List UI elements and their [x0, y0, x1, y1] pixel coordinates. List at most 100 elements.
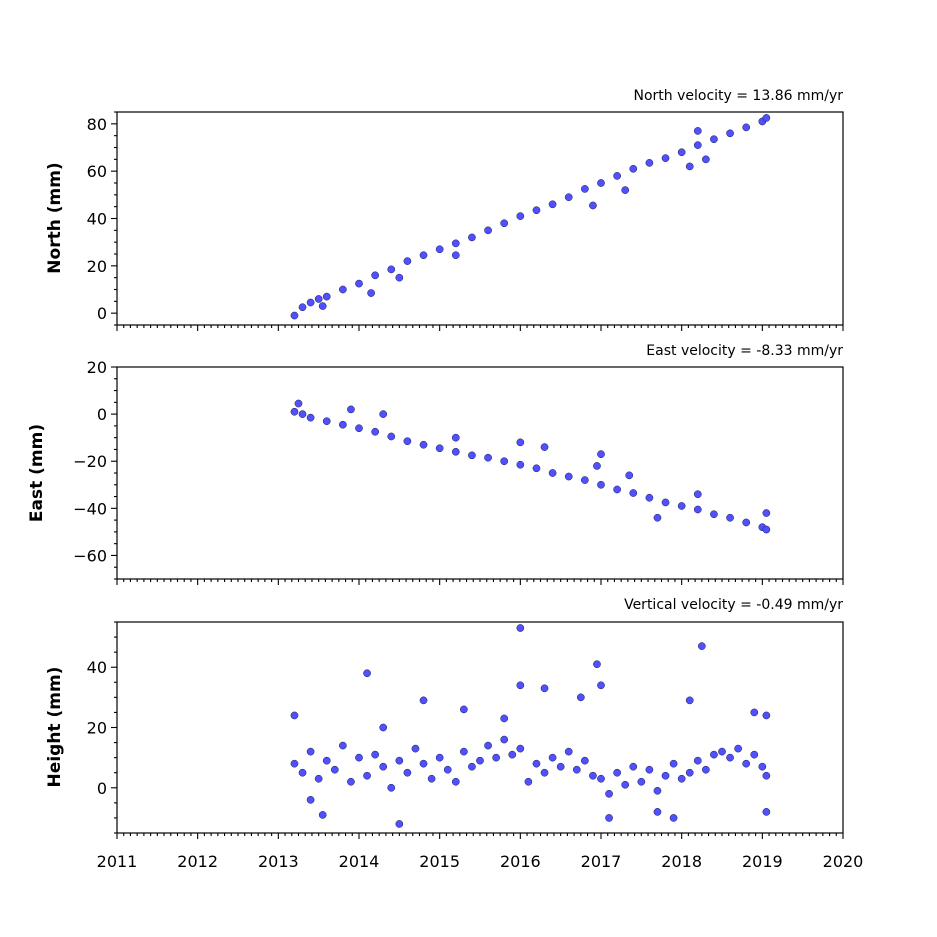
vertical-velocity-title: Vertical velocity = -0.49 mm/yr — [624, 597, 843, 613]
north-data-point — [435, 245, 444, 254]
height-y-tick-label: 40 — [87, 658, 107, 677]
height-data-point — [742, 759, 751, 768]
north-panel: North velocity = 13.86 mm/yr North (mm) … — [45, 88, 844, 331]
height-data-point — [762, 711, 771, 720]
east-data-point — [726, 513, 734, 522]
north-data-point — [339, 285, 347, 294]
east-panel: East velocity = -8.33 mm/yr East (mm) −6… — [27, 343, 844, 585]
height-data-point — [427, 774, 436, 783]
north-data-point — [298, 303, 307, 312]
height-data-point — [306, 747, 315, 756]
height-data-point — [508, 750, 517, 759]
height-data-point — [613, 768, 621, 777]
height-data-point — [395, 756, 404, 765]
east-data-point — [597, 480, 605, 489]
height-panel: Vertical velocity = -0.49 mm/yr Height (… — [45, 597, 863, 871]
height-data-point — [500, 735, 509, 744]
height-data-point — [419, 696, 428, 705]
east-data-point — [371, 427, 379, 436]
height-x-tick-label: 2017 — [581, 852, 622, 871]
east-data-point — [693, 505, 702, 514]
height-data-point — [379, 762, 388, 771]
height-x-tick-label: 2014 — [339, 852, 380, 871]
north-data-point — [322, 292, 331, 301]
height-x-tick-label: 2019 — [742, 852, 783, 871]
height-data-point — [669, 814, 678, 822]
east-plot-frame — [116, 366, 844, 580]
height-x-tick-label: 2018 — [661, 852, 702, 871]
north-data-point — [726, 129, 734, 138]
north-data-point — [621, 186, 630, 194]
height-data-point — [540, 768, 549, 777]
height-data-point — [330, 765, 339, 774]
east-data-point — [403, 437, 412, 446]
east-data-point — [677, 502, 686, 510]
height-data-point — [500, 714, 509, 723]
height-data-point — [314, 774, 323, 783]
east-data-point — [298, 410, 307, 418]
height-data-point — [403, 768, 412, 777]
height-data-point — [669, 759, 678, 768]
height-data-point — [718, 747, 726, 756]
height-data-point — [726, 753, 734, 762]
north-data-point — [387, 265, 396, 274]
east-data-point — [653, 513, 662, 522]
north-data-point — [645, 159, 654, 167]
north-data-point — [710, 135, 718, 144]
east-data-point — [597, 450, 605, 459]
height-data-point — [750, 708, 759, 717]
height-axis-ticks: 2011 2012 2013 2014 2015 2016 2017 2018 2019 2020… — [87, 621, 864, 871]
north-data-point — [742, 123, 751, 132]
north-data-point — [589, 201, 597, 210]
north-y-tick-label: 20 — [87, 257, 107, 276]
height-data-point — [564, 747, 573, 756]
north-data-point — [306, 298, 315, 307]
height-data-point — [484, 741, 492, 750]
height-data-point — [540, 684, 549, 693]
height-data-point — [762, 808, 771, 816]
height-x-tick-label: 2020 — [823, 852, 864, 871]
height-data-point — [597, 681, 605, 690]
height-x-tick-label: 2011 — [97, 852, 138, 871]
north-y-tick-label: 40 — [87, 210, 107, 229]
height-data-point — [363, 669, 371, 678]
east-data-point — [742, 518, 751, 527]
north-data-point — [677, 148, 686, 157]
north-data-point — [484, 226, 492, 235]
east-data-point — [468, 451, 476, 460]
north-data-point — [548, 200, 557, 209]
east-data-point — [347, 405, 355, 414]
east-data-points — [290, 399, 771, 534]
height-data-point — [581, 756, 589, 765]
north-velocity-title: North velocity = 13.86 mm/yr — [633, 88, 843, 104]
east-data-point — [379, 410, 388, 418]
height-data-point — [322, 756, 331, 765]
east-y-tick-label: 0 — [97, 405, 107, 424]
height-data-point — [476, 756, 484, 765]
east-data-point — [419, 440, 428, 449]
east-data-point — [625, 471, 634, 480]
height-data-point — [734, 744, 742, 753]
east-data-point — [294, 399, 303, 408]
height-data-point — [556, 762, 565, 771]
height-x-tick-label: 2012 — [177, 852, 218, 871]
height-data-point — [290, 759, 299, 768]
north-data-point — [661, 154, 670, 162]
east-y-axis-label: East (mm) — [27, 424, 47, 522]
north-data-point — [532, 206, 541, 215]
height-data-point — [387, 783, 396, 792]
north-data-point — [468, 233, 476, 242]
height-data-point — [460, 747, 468, 756]
north-data-point — [581, 185, 589, 193]
east-data-point — [710, 510, 718, 519]
height-data-point — [605, 814, 613, 822]
height-data-point — [363, 771, 371, 780]
east-data-point — [661, 498, 670, 507]
north-data-point — [451, 239, 460, 248]
north-data-point — [314, 295, 323, 303]
height-data-point — [419, 759, 428, 768]
height-y-axis-label: Height (mm) — [45, 667, 65, 788]
height-data-point — [306, 795, 315, 804]
north-data-point — [693, 141, 702, 149]
